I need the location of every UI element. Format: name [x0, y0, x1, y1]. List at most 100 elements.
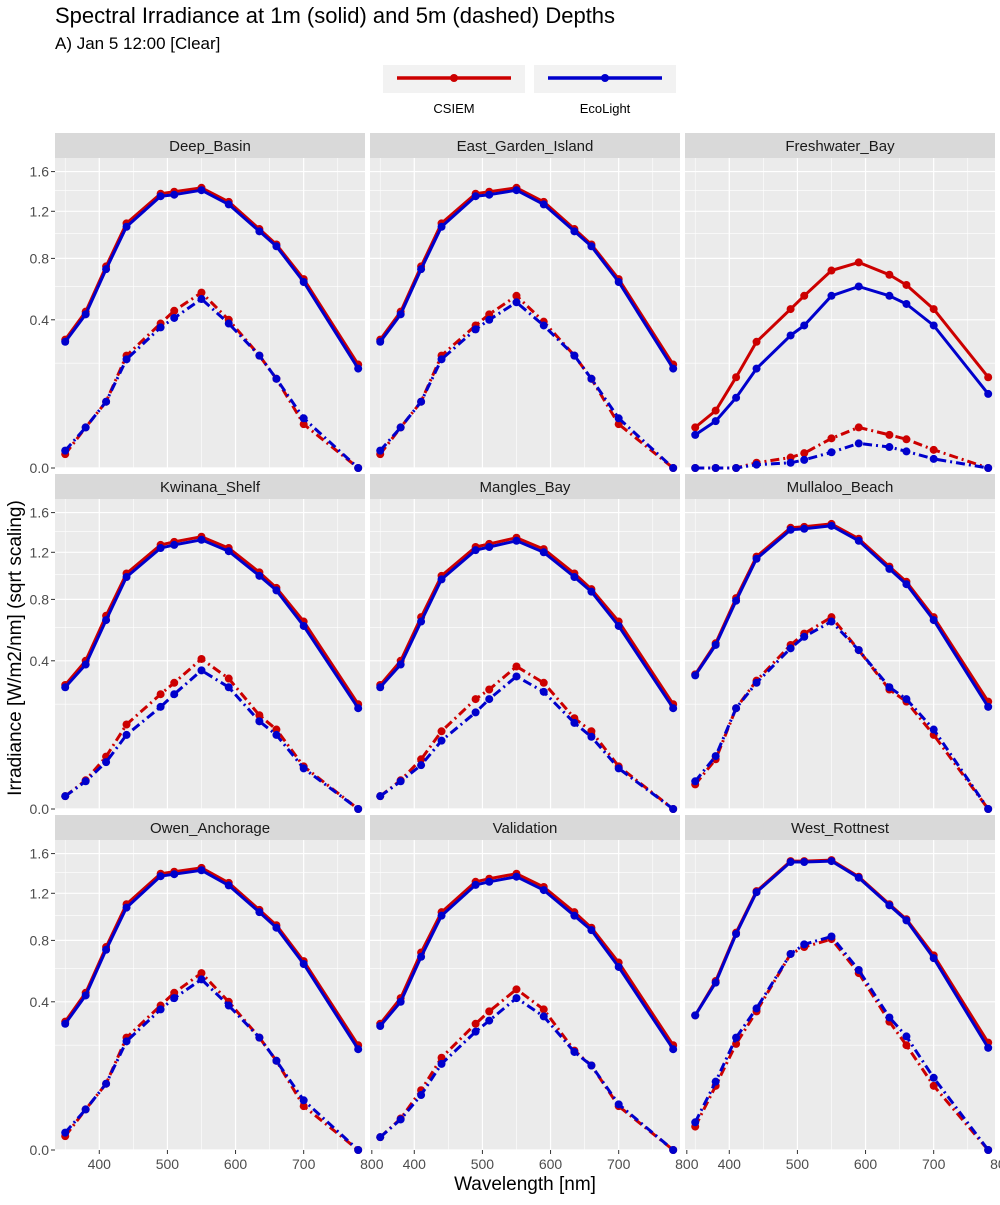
- data-point: [354, 805, 362, 813]
- data-point: [417, 761, 425, 769]
- strip-label: East_Garden_Island: [457, 138, 594, 155]
- data-point: [787, 331, 795, 339]
- data-point: [123, 223, 131, 231]
- data-point: [376, 792, 384, 800]
- data-point: [397, 1115, 405, 1123]
- data-point: [753, 461, 761, 469]
- data-point: [197, 866, 205, 874]
- data-point: [300, 414, 308, 422]
- strip-label: West_Rottnest: [791, 820, 890, 837]
- legend: CSIEM EcoLight: [383, 65, 676, 116]
- data-point: [272, 242, 280, 250]
- panel-owen-anchorage: Owen_Anchorage: [55, 815, 365, 1154]
- data-point: [800, 858, 808, 866]
- data-point: [225, 200, 233, 208]
- data-point: [712, 417, 720, 425]
- data-point: [485, 1007, 493, 1015]
- data-point: [157, 544, 165, 552]
- data-point: [902, 435, 910, 443]
- data-point: [669, 1146, 677, 1154]
- data-point: [354, 1045, 362, 1053]
- data-point: [827, 857, 835, 865]
- data-point: [787, 858, 795, 866]
- data-point: [691, 431, 699, 439]
- y-tick-label: 0.4: [30, 312, 50, 328]
- legend-point-csiem: [450, 74, 458, 82]
- strip-label: Freshwater_Bay: [785, 138, 895, 155]
- x-tick-label: 500: [471, 1156, 495, 1172]
- chart-title: Spectral Irradiance at 1m (solid) and 5m…: [55, 3, 615, 28]
- y-tick-label: 0.4: [30, 994, 50, 1010]
- data-point: [570, 573, 578, 581]
- data-point: [82, 423, 90, 431]
- strip-label: Mullaloo_Beach: [787, 479, 894, 496]
- panel-mangles-bay: Mangles_Bay: [370, 474, 680, 813]
- x-tick-label: 400: [718, 1156, 742, 1172]
- data-point: [197, 186, 205, 194]
- plot-background: [55, 840, 365, 1150]
- data-point: [472, 708, 480, 716]
- data-point: [827, 933, 835, 941]
- data-point: [102, 758, 110, 766]
- data-point: [472, 1028, 480, 1036]
- data-point: [587, 375, 595, 383]
- data-point: [485, 686, 493, 694]
- data-point: [732, 704, 740, 712]
- data-point: [225, 547, 233, 555]
- strip-label: Validation: [493, 820, 558, 837]
- data-point: [984, 703, 992, 711]
- data-point: [540, 321, 548, 329]
- data-point: [930, 954, 938, 962]
- legend-point-ecolight: [601, 74, 609, 82]
- data-point: [472, 325, 480, 333]
- data-point: [157, 192, 165, 200]
- plot-background: [685, 499, 995, 809]
- legend-label-ecolight: EcoLight: [580, 101, 631, 116]
- data-point: [787, 305, 795, 313]
- data-point: [300, 278, 308, 286]
- data-point: [512, 873, 520, 881]
- y-tick-label: 0.4: [30, 653, 50, 669]
- data-point: [170, 679, 178, 687]
- x-tick-label: 400: [403, 1156, 427, 1172]
- data-point: [472, 695, 480, 703]
- data-point: [540, 548, 548, 556]
- data-point: [691, 777, 699, 785]
- y-tick-label: 0.0: [30, 801, 50, 817]
- data-point: [376, 447, 384, 455]
- strip-label: Mangles_Bay: [480, 479, 571, 496]
- x-tick-label: 800: [675, 1156, 699, 1172]
- y-tick-label: 1.6: [30, 846, 50, 862]
- data-point: [753, 888, 761, 896]
- y-tick-label: 1.2: [30, 544, 50, 560]
- data-point: [197, 666, 205, 674]
- data-point: [61, 447, 69, 455]
- data-point: [82, 991, 90, 999]
- data-point: [255, 908, 263, 916]
- data-point: [61, 1020, 69, 1028]
- data-point: [102, 616, 110, 624]
- data-point: [354, 365, 362, 373]
- data-point: [376, 338, 384, 346]
- data-point: [272, 924, 280, 932]
- data-point: [540, 688, 548, 696]
- data-point: [438, 727, 446, 735]
- chart-root: Spectral Irradiance at 1m (solid) and 5m…: [0, 0, 1000, 1200]
- data-point: [417, 953, 425, 961]
- y-tick-label: 1.2: [30, 885, 50, 901]
- data-point: [540, 679, 548, 687]
- x-tick-label: 800: [360, 1156, 384, 1172]
- data-point: [827, 522, 835, 530]
- x-tick-label: 500: [156, 1156, 180, 1172]
- y-tick-label: 0.0: [30, 460, 50, 476]
- data-point: [902, 281, 910, 289]
- data-point: [123, 355, 131, 363]
- data-point: [485, 878, 493, 886]
- data-point: [570, 1048, 578, 1056]
- data-point: [787, 950, 795, 958]
- data-point: [712, 979, 720, 987]
- data-point: [885, 271, 893, 279]
- data-point: [157, 703, 165, 711]
- data-point: [587, 733, 595, 741]
- data-point: [691, 1011, 699, 1019]
